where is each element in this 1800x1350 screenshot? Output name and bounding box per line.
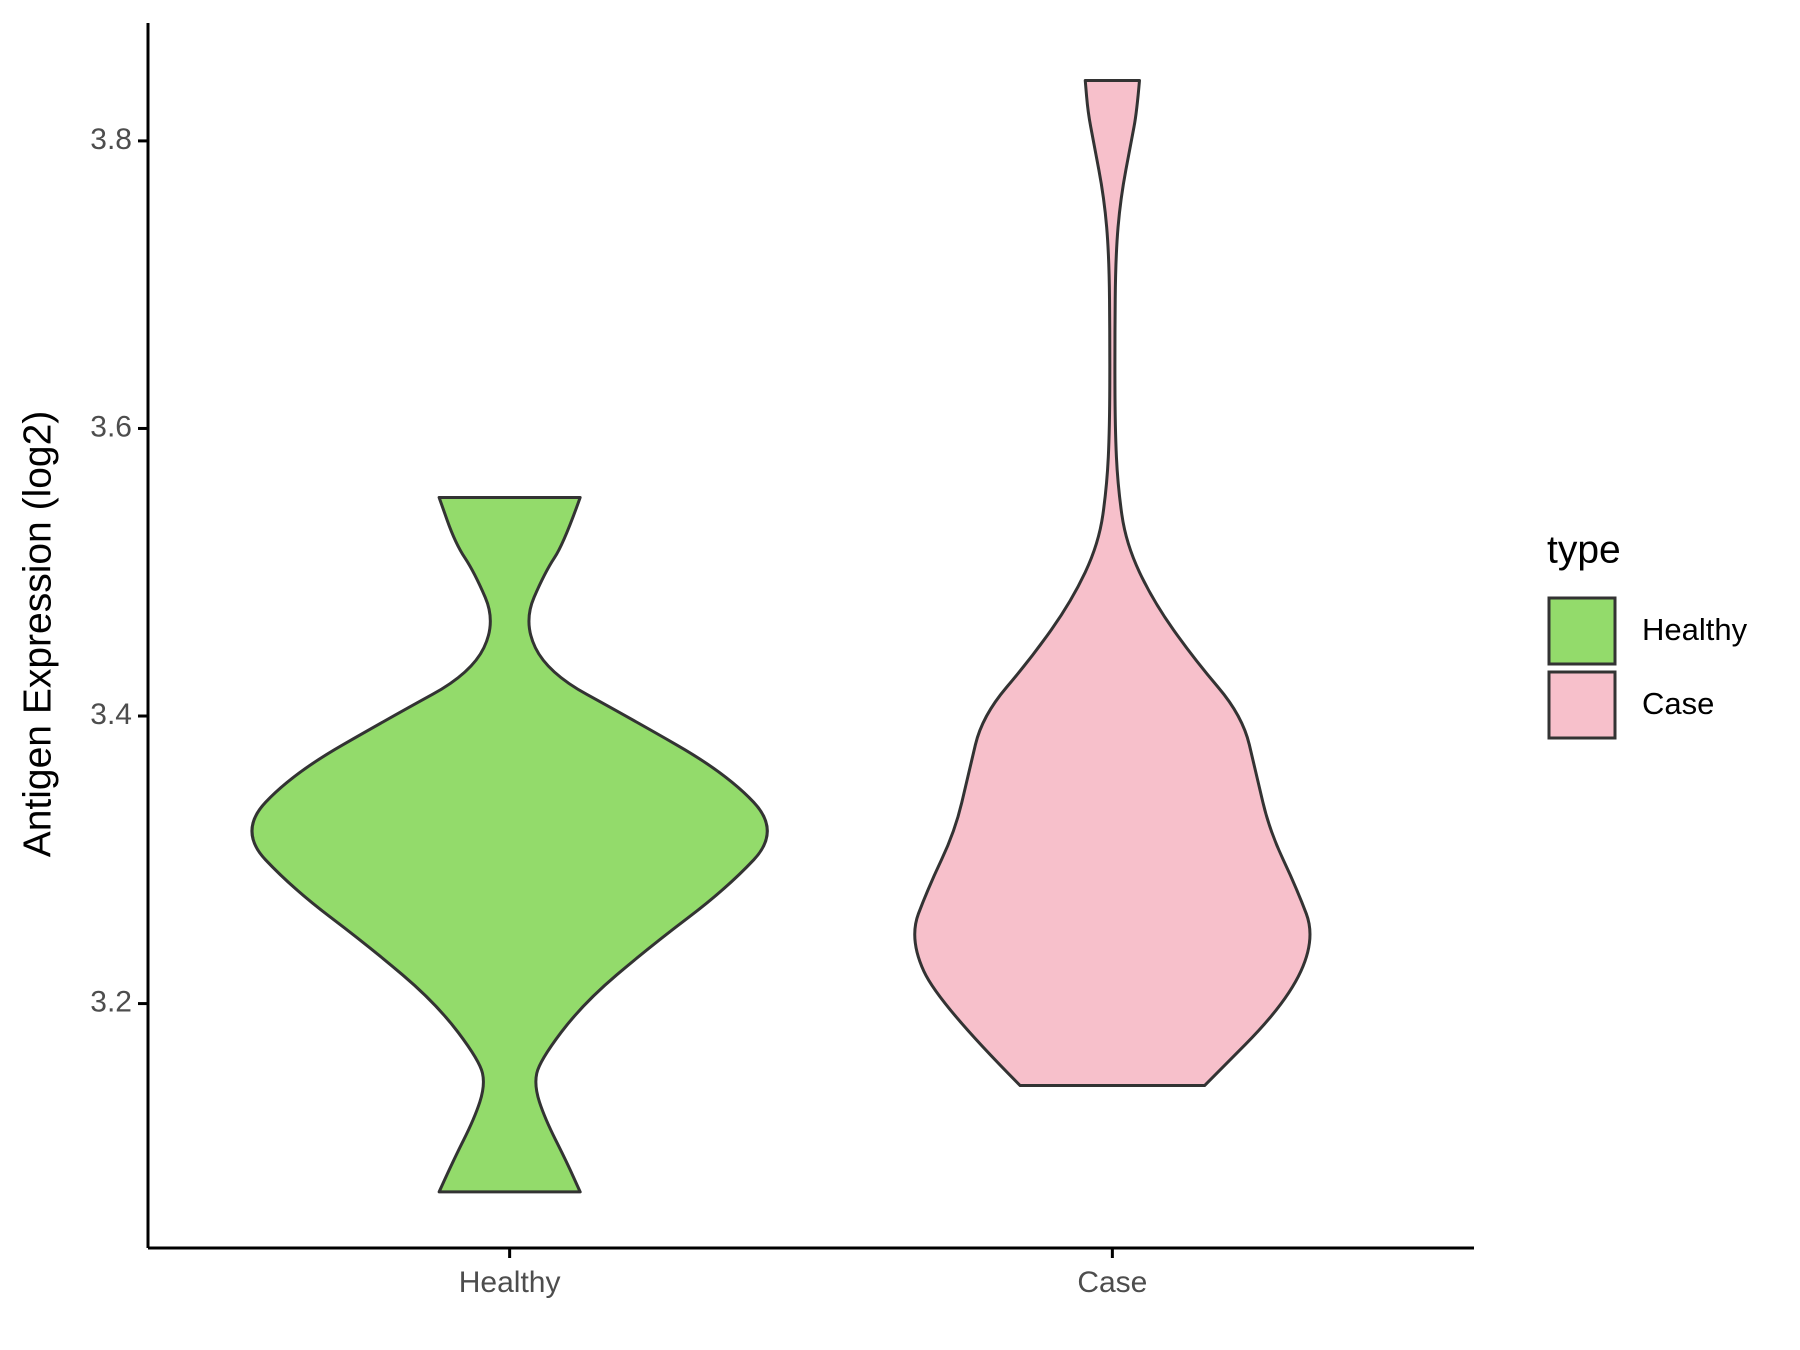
x-tick-label: Healthy bbox=[459, 1266, 561, 1299]
legend-key bbox=[1547, 596, 1617, 666]
y-axis-title: Antigen Expression (log2) bbox=[16, 411, 59, 858]
legend-key bbox=[1547, 670, 1617, 740]
legend-label: Healthy bbox=[1642, 612, 1748, 647]
y-tick-label: 3.8 bbox=[90, 123, 132, 156]
legend-label: Case bbox=[1642, 686, 1714, 721]
y-tick-label: 3.6 bbox=[90, 410, 132, 443]
violin bbox=[250, 495, 769, 1194]
x-tick-label: Case bbox=[1077, 1266, 1147, 1299]
y-tick-label: 3.2 bbox=[90, 985, 132, 1018]
legend-title: type bbox=[1547, 528, 1621, 571]
y-tick-label: 3.4 bbox=[90, 698, 132, 731]
violin bbox=[913, 79, 1312, 1088]
